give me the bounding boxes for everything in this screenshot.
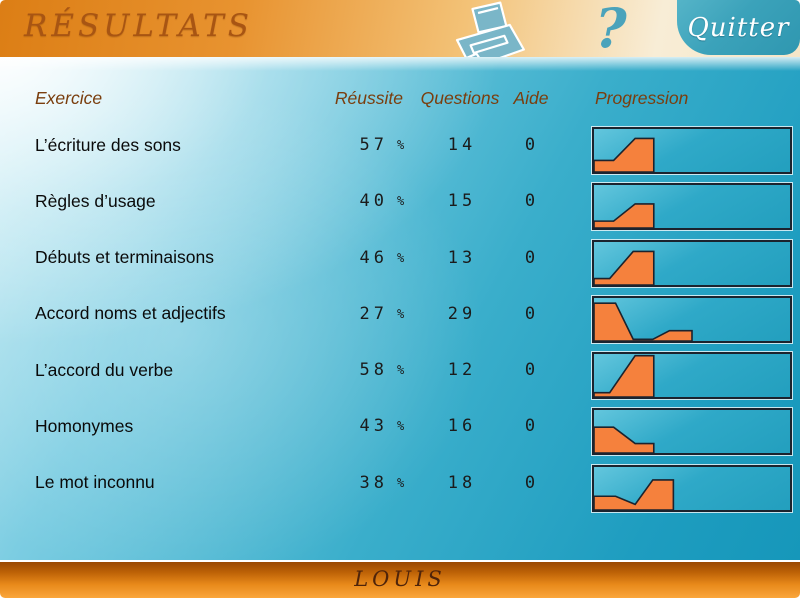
success-value: 38 bbox=[359, 472, 388, 493]
column-header-aide: Aide bbox=[513, 88, 549, 108]
questions-value: 13 bbox=[447, 247, 477, 268]
exercise-label: Le mot inconnu bbox=[35, 472, 155, 493]
questions-value: 18 bbox=[447, 472, 477, 493]
questions-value: 16 bbox=[447, 416, 477, 437]
progression-chart bbox=[592, 295, 792, 343]
success-value: 46 bbox=[359, 247, 388, 268]
help-icon[interactable]: ? bbox=[595, 0, 627, 60]
percent-sign: % bbox=[397, 419, 405, 434]
aide-value: 0 bbox=[524, 191, 540, 212]
table-row: L’écriture des sons 57 % 14 0 bbox=[0, 117, 800, 174]
percent-sign: % bbox=[397, 475, 405, 490]
percent-sign: % bbox=[397, 363, 405, 378]
progression-chart bbox=[592, 352, 792, 400]
progression-area bbox=[594, 480, 673, 510]
questions-value: 12 bbox=[447, 360, 477, 381]
results-table-body: L’écriture des sons 57 % 14 0 Règles d’u… bbox=[0, 117, 800, 512]
column-header-questions: Questions bbox=[420, 88, 500, 108]
student-name: LOUIS bbox=[354, 567, 446, 591]
column-header-success: Réussite bbox=[334, 88, 403, 108]
exercise-label: Débuts et terminaisons bbox=[35, 247, 214, 268]
exercise-label: Règles d’usage bbox=[35, 190, 156, 211]
aide-value: 0 bbox=[524, 303, 540, 324]
questions-value: 14 bbox=[447, 135, 477, 155]
aide-value: 0 bbox=[524, 247, 540, 268]
progression-area bbox=[594, 204, 654, 229]
progression-chart bbox=[592, 408, 792, 456]
success-value: 40 bbox=[359, 191, 388, 212]
aide-value: 0 bbox=[524, 472, 540, 493]
exercise-label: L’accord du verbe bbox=[35, 359, 174, 380]
percent-sign: % bbox=[397, 138, 405, 152]
progression-chart bbox=[592, 127, 792, 174]
progression-area bbox=[594, 138, 654, 172]
column-header-exercise: Exercice bbox=[35, 88, 103, 108]
percent-sign: % bbox=[397, 250, 405, 265]
success-value: 27 bbox=[359, 303, 388, 324]
table-row: Le mot inconnu 38 % 18 0 bbox=[0, 455, 800, 512]
page-title: RÉSULTATS bbox=[24, 8, 253, 44]
progression-chart bbox=[592, 464, 792, 512]
results-panel: Exercice Réussite Questions Aide Progres… bbox=[0, 57, 800, 560]
table-row: L’accord du verbe 58 % 12 0 bbox=[0, 342, 800, 400]
questions-value: 15 bbox=[447, 191, 477, 212]
top-bar: RÉSULTATS Quitter bbox=[0, 0, 800, 57]
aide-value: 0 bbox=[524, 135, 540, 155]
success-value: 57 bbox=[359, 135, 388, 155]
progression-area bbox=[594, 303, 692, 341]
table-row: Homonymes 43 % 16 0 bbox=[0, 398, 800, 456]
success-value: 58 bbox=[359, 360, 388, 381]
column-header-progression: Progression bbox=[595, 88, 689, 108]
table-row: Accord noms et adjectifs 27 % 29 0 bbox=[0, 286, 800, 343]
table-header: Exercice Réussite Questions Aide Progres… bbox=[0, 87, 800, 109]
questions-value: 29 bbox=[447, 303, 477, 324]
progression-area bbox=[594, 356, 654, 398]
exercise-label: L’écriture des sons bbox=[35, 134, 181, 155]
progression-chart bbox=[592, 239, 792, 287]
progression-area bbox=[594, 428, 654, 454]
exercise-label: Homonymes bbox=[35, 415, 134, 436]
aide-value: 0 bbox=[524, 416, 540, 437]
exercise-label: Accord noms et adjectifs bbox=[35, 303, 226, 324]
table-row: Débuts et terminaisons 46 % 13 0 bbox=[0, 230, 800, 287]
quit-button[interactable]: Quitter bbox=[677, 0, 800, 55]
progression-chart bbox=[592, 183, 792, 231]
footer-bar: LOUIS bbox=[0, 560, 800, 598]
percent-sign: % bbox=[397, 306, 405, 321]
progression-area bbox=[594, 251, 654, 285]
percent-sign: % bbox=[397, 194, 405, 209]
success-value: 43 bbox=[359, 416, 388, 437]
aide-value: 0 bbox=[524, 360, 540, 381]
table-row: Règles d’usage 40 % 15 0 bbox=[0, 173, 800, 231]
